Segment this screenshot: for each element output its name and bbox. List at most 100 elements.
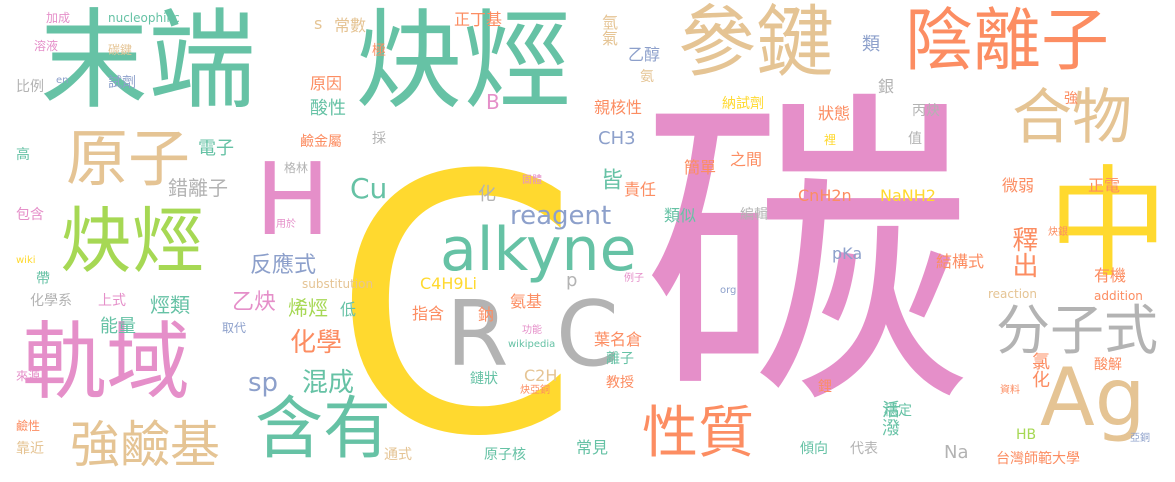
word-common: 常見 bbox=[576, 438, 609, 457]
word-ye-ming-cang: 葉名倉 bbox=[594, 330, 643, 349]
word-propyne: 丙炔 bbox=[912, 103, 940, 119]
word-hydrocarbon: 烴類 bbox=[150, 293, 190, 317]
word-alkynyl-copper: 炔亞銅 bbox=[520, 385, 550, 396]
word-band: 帶 bbox=[36, 271, 50, 287]
word-extreme: 極 bbox=[372, 43, 386, 59]
word-ch3: CH3 bbox=[598, 128, 636, 149]
word-hb: HB bbox=[1016, 427, 1037, 443]
word-reason: 原因 bbox=[310, 74, 343, 93]
word-p: p bbox=[566, 270, 578, 291]
word-s: s bbox=[314, 14, 323, 33]
word-contains: 含有 bbox=[255, 390, 392, 469]
word-alkyne-en: alkyne bbox=[440, 215, 637, 285]
word-alkali-metal: 鹼金屬 bbox=[300, 134, 342, 150]
word-chain: 鏈狀 bbox=[470, 371, 498, 387]
word-electron: 電子 bbox=[198, 138, 234, 159]
word-lithium: 鋰 bbox=[818, 379, 832, 395]
word-upper-formula: 上式 bbox=[98, 293, 126, 309]
word-orbital: 軌域 bbox=[22, 313, 191, 411]
word-carbon: 碳 bbox=[642, 65, 972, 449]
word-inside: 裡 bbox=[824, 133, 837, 147]
word-acid-dissociation: 酸解 bbox=[1094, 357, 1122, 373]
word-ammonia: 氨 bbox=[640, 69, 654, 85]
word-reaction: reaction bbox=[988, 287, 1037, 301]
word-reagent: reagent bbox=[510, 201, 612, 231]
word-all: 皆 bbox=[597, 168, 622, 190]
word-similar: 類似 bbox=[664, 206, 697, 225]
word-nucleophilic-en: nucleophilic bbox=[108, 11, 180, 25]
word-representative: 代表 bbox=[850, 441, 878, 457]
word-cuprous: 亞銅 bbox=[1130, 433, 1150, 444]
word-molecular-formula: 分子式 bbox=[996, 299, 1158, 362]
word-wikipedia: wikipedia bbox=[508, 339, 556, 350]
word-wiki: wiki bbox=[16, 255, 36, 266]
word-cu: Cu bbox=[350, 172, 388, 205]
word-weak: 微弱 bbox=[1002, 176, 1035, 195]
word-terminal: 末端 bbox=[40, 0, 257, 124]
word-grignard: 格林 bbox=[284, 161, 309, 175]
word-substitution: substitution bbox=[302, 277, 374, 291]
word-constant: 常數 bbox=[334, 16, 367, 35]
word-replace: 取代 bbox=[222, 321, 247, 335]
word-positive-charge: 正電 bbox=[1088, 176, 1121, 195]
word-general-formula: 通式 bbox=[384, 447, 412, 463]
word-c-gray: C bbox=[556, 282, 619, 387]
word-value: 值 bbox=[908, 131, 922, 147]
word-acetylene: 乙炔 bbox=[232, 290, 277, 315]
word-ion: 離子 bbox=[606, 351, 634, 367]
word-solution: 溶液 bbox=[34, 39, 59, 53]
word-big-c: C bbox=[332, 100, 580, 482]
word-adopt: 採 bbox=[372, 131, 386, 147]
word-simple: 簡單 bbox=[684, 158, 717, 177]
word-r: R bbox=[446, 282, 509, 387]
word-reagent-zh: 試劑 bbox=[108, 75, 136, 91]
word-na: Na bbox=[944, 442, 969, 463]
word-nature: 性質 bbox=[642, 401, 754, 466]
word-indicate: 指含 bbox=[412, 304, 445, 323]
word-alkene: 烯烴 bbox=[288, 296, 328, 320]
word-release: 釋出 bbox=[1008, 226, 1038, 278]
word-reaction-formula: 反應式 bbox=[250, 253, 317, 278]
word-structural-formula: 結構式 bbox=[936, 252, 985, 271]
word-chem-change: 化 bbox=[478, 184, 496, 205]
word-en: en bbox=[56, 75, 69, 86]
word-hydrogen-gas: 氫氣 bbox=[599, 14, 618, 46]
word-org: org bbox=[720, 285, 737, 296]
word-include: 包含 bbox=[16, 207, 44, 223]
word-data: 資料 bbox=[1000, 385, 1020, 396]
word-ntnu: 台灣師範大學 bbox=[996, 451, 1080, 467]
word-chloride: 氯化 bbox=[1029, 352, 1050, 388]
word-alkyne-zh: 炔烴 bbox=[355, 0, 572, 124]
word-middle: 中 bbox=[1048, 155, 1168, 294]
word-anion: 陰離子 bbox=[905, 2, 1110, 81]
word-strong: 強 bbox=[1064, 91, 1078, 107]
word-low: 低 bbox=[340, 300, 357, 319]
word-energy: 能量 bbox=[100, 316, 136, 337]
word-close: 靠近 bbox=[16, 441, 44, 457]
word-add: 加成 bbox=[46, 11, 71, 25]
word-state: 狀態 bbox=[818, 104, 851, 123]
word-sodium: 鈉 bbox=[475, 306, 494, 322]
word-used-for: 用於 bbox=[276, 219, 296, 230]
word-compound: 合物 bbox=[1012, 83, 1132, 153]
word-sodium-reagent: 納試劑 bbox=[722, 96, 764, 112]
word-edit: 編輯 bbox=[740, 207, 768, 223]
word-tendency: 傾向 bbox=[800, 441, 828, 457]
word-h: H bbox=[255, 141, 331, 258]
word-c2h: C2H bbox=[524, 366, 558, 385]
word-chemistry: 化學 bbox=[290, 328, 343, 358]
word-ethanol: 乙醇 bbox=[628, 45, 661, 64]
word-hybrid: 混成 bbox=[302, 368, 355, 398]
word-stable: 穩定 bbox=[884, 403, 912, 419]
word-high: 高 bbox=[16, 147, 30, 163]
word-nanh2: NaNH2 bbox=[880, 186, 936, 205]
word-cnh2n: CnH2n bbox=[798, 186, 852, 205]
word-sp: sp bbox=[248, 368, 279, 398]
word-function: 功能 bbox=[522, 325, 542, 336]
word-chem-dept: 化學系 bbox=[30, 293, 72, 309]
word-nucleus: 原子核 bbox=[484, 447, 526, 463]
word-b: B bbox=[486, 90, 500, 114]
word-alkyne-zh-2: 炔烴 bbox=[60, 199, 205, 283]
word-silver: 銀 bbox=[875, 78, 894, 94]
